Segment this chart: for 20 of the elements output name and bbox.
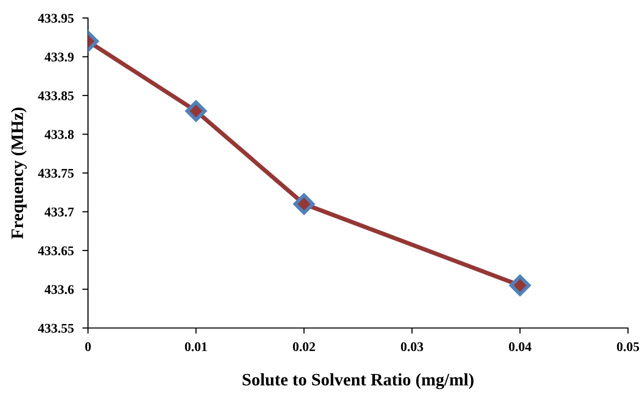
x-tick-label: 0.05 xyxy=(616,342,640,352)
point xyxy=(293,193,315,215)
x-tick-label: 0.03 xyxy=(400,342,424,352)
y-tick-label: 433.6 xyxy=(44,285,74,294)
y-axis-title: Frequency (MHz) xyxy=(10,108,27,239)
y-tick-label: 433.95 xyxy=(38,14,74,23)
y-tick-label: 433.9 xyxy=(44,52,74,62)
x-axis-title: Solute to Solvent Ratio (mg/ml) xyxy=(242,373,474,390)
y-tick-label: 433.75 xyxy=(38,168,74,178)
y-tick-label: 433.8 xyxy=(44,130,74,140)
y-tick-label: 433.7 xyxy=(44,208,74,217)
point xyxy=(509,274,531,296)
x-tick-label: 0 xyxy=(85,342,91,352)
point xyxy=(185,100,207,122)
y-tick-label: 433.85 xyxy=(38,91,74,100)
y-tick-label: 433.55 xyxy=(38,324,74,333)
x-tick-label: 0.02 xyxy=(292,342,315,352)
x-tick-label: 0.04 xyxy=(508,342,532,352)
y-tick-label: 433.65 xyxy=(38,246,74,256)
x-tick-label: 0.01 xyxy=(184,342,207,352)
